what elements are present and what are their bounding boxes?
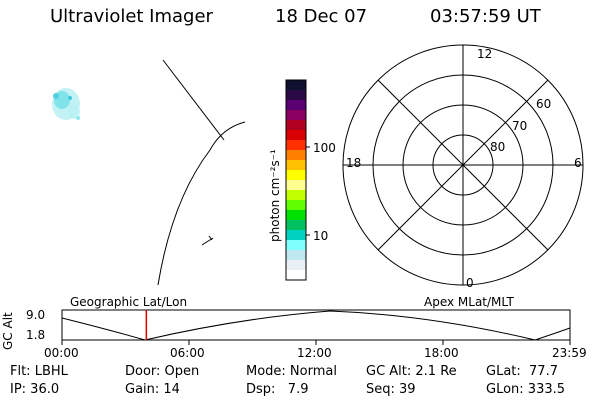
colorbar-tick-100: 100 [313,141,336,155]
info-mode: Mode: Normal [246,364,337,379]
colorbar-segment [286,190,306,201]
info-seq: Seq: 39 [366,382,416,397]
colorbar-segment [286,100,306,111]
colorbar-border [285,79,307,281]
info-flt: Flt: LBHL [10,364,68,379]
info-dsp: Dsp: 7.9 [246,382,309,397]
info-gain: Gain: 14 [125,382,180,397]
date-label: 18 Dec 07 [275,6,368,27]
apex-caption: Apex MLat/MLT [424,295,514,309]
mlt-label-12: 12 [477,47,493,61]
colorbar-segment [286,220,306,231]
time-tick-1: 06:00 [170,346,205,360]
mlt-label-6: 6 [574,156,582,170]
colorbar-segment [286,260,306,271]
colorbar-segment [286,180,306,191]
time-tick-4: 23:59 [552,346,587,360]
colorbar-segment [286,210,306,221]
time-tick-0: 00:00 [44,346,79,360]
colorbar [285,79,310,281]
lat-label-80: 80 [490,140,506,154]
colorbar-tick-10: 10 [313,229,329,243]
time-label: 03:57:59 UT [430,6,541,27]
colorbar-segment [286,120,306,131]
colorbar-segment [286,80,306,91]
colorbar-segment [286,240,306,251]
colorbar-segment [286,160,306,171]
lat-label-70: 70 [512,119,528,133]
colorbar-segment [286,140,306,151]
colorbar-segment [286,130,306,141]
mlt-label-0: 0 [466,276,474,290]
time-tick-3: 18:00 [424,346,459,360]
alt-axis-label: GC Alt [1,312,15,350]
info-door: Door: Open [125,364,200,379]
info-glon: GLon: 333.5 [486,382,566,397]
info-gc-alt: GC Alt: 2.1 Re [366,364,457,379]
colorbar-segment [286,110,306,121]
colorbar-segment [286,200,306,211]
aurora-image [52,88,80,120]
mlt-label-18: 18 [346,156,362,170]
colorbar-segment [286,170,306,181]
polar-plot [342,44,584,286]
colorbar-segment [286,230,306,241]
geographic-map-lines [157,59,246,286]
time-tick-2: 12:00 [297,346,332,360]
colorbar-segment [286,250,306,261]
altitude-panel [61,309,571,345]
colorbar-segment [286,270,306,281]
alt-ymin: 1.8 [26,328,46,342]
info-glat: GLat: 77.7 [486,364,558,379]
geographic-caption: Geographic Lat/Lon [70,295,188,309]
lat-label-60: 60 [536,97,552,111]
alt-ymax: 9.0 [26,308,46,322]
instrument-title: Ultraviolet Imager [50,6,213,27]
colorbar-segment [286,150,306,161]
colorbar-segment [286,90,306,101]
colorbar-label: photon cm⁻²s⁻¹ [268,149,282,242]
info-ip: IP: 36.0 [10,382,60,397]
